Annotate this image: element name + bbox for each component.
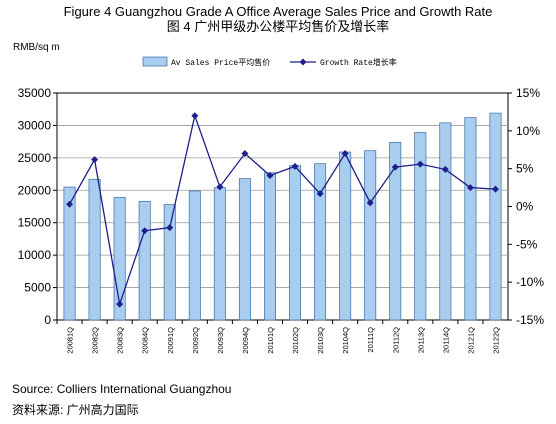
x-tick-label: 20084Q [141, 327, 150, 354]
left-tick-label: 30000 [18, 118, 52, 132]
growth-marker [141, 227, 149, 235]
price-bar [489, 112, 502, 321]
right-tick-label: 5% [516, 162, 534, 176]
price-bar [138, 200, 151, 321]
growth-marker [116, 300, 124, 308]
growth-marker [441, 165, 449, 173]
x-tick-label: 20082Q [91, 327, 100, 354]
x-tick-label: 20111Q [366, 327, 375, 353]
x-tick-label: 20083Q [116, 327, 125, 354]
x-tick-label: 20091Q [166, 327, 175, 354]
growth-marker [491, 185, 499, 193]
x-tick-label: 20104Q [341, 327, 350, 354]
source-cn: 资料来源: 广州高力国际 [12, 403, 139, 417]
left-tick-label: 10000 [18, 248, 52, 262]
growth-marker [366, 199, 374, 207]
legend-bar-swatch [142, 56, 168, 67]
growth-marker [216, 183, 224, 191]
growth-marker [266, 171, 274, 179]
growth-marker [391, 163, 399, 171]
growth-marker [316, 190, 324, 198]
growth-marker [191, 112, 199, 120]
price-bar [263, 172, 276, 321]
price-bar [339, 151, 352, 321]
x-tick-label: 20103Q [316, 327, 325, 354]
left-axis-unit: RMB/sq m [13, 42, 60, 53]
price-bar [414, 132, 427, 321]
left-tick-label: 0 [44, 313, 51, 327]
plot-area [56, 92, 509, 321]
right-tick-label: -15% [516, 313, 544, 327]
growth-marker [241, 150, 249, 158]
chart-title-en: Figure 4 Guangzhou Grade A Office Averag… [63, 4, 493, 19]
x-tick-label: 20102Q [291, 327, 300, 354]
price-bar [439, 122, 452, 321]
price-bar [188, 190, 201, 321]
right-tick-label: 10% [516, 124, 540, 138]
price-bar [163, 204, 176, 321]
left-tick-label: 35000 [18, 86, 52, 100]
growth-marker [166, 224, 174, 232]
x-tick-label: 20121Q [466, 327, 475, 354]
chart-title-cn: 图 4 广州甲级办公楼平均售价及增长率 [166, 19, 390, 34]
left-tick-label: 25000 [18, 151, 52, 165]
price-bar [238, 178, 251, 321]
growth-marker [66, 200, 74, 208]
price-bar [289, 165, 302, 321]
price-bar [113, 197, 126, 321]
left-tick-label: 5000 [24, 281, 51, 295]
left-tick-label: 20000 [18, 183, 52, 197]
x-tick-label: 20114Q [441, 327, 450, 353]
right-tick-label: 15% [516, 86, 540, 100]
growth-marker [291, 162, 299, 170]
x-tick-label: 20081Q [66, 327, 75, 354]
right-tick-label: 0% [516, 200, 534, 214]
left-tick-label: 15000 [18, 216, 52, 230]
price-bar [88, 178, 101, 321]
legend-line-marker [299, 58, 307, 66]
source-en: Source: Colliers International Guangzhou [12, 382, 232, 396]
growth-marker [416, 160, 424, 168]
growth-marker [91, 156, 99, 164]
right-tick-label: -5% [516, 237, 538, 251]
legend-line-label: Growth Rate增长率 [320, 57, 397, 68]
price-bar [389, 141, 402, 321]
x-tick-label: 20094Q [241, 327, 250, 354]
x-tick-label: 20113Q [416, 327, 425, 353]
x-tick-label: 20112Q [391, 327, 400, 353]
price-bar [364, 150, 377, 321]
growth-marker [341, 150, 349, 158]
price-bar [213, 187, 226, 321]
growth-marker [466, 184, 474, 192]
price-bar [63, 186, 76, 321]
price-bar [314, 163, 327, 321]
x-tick-label: 20101Q [266, 327, 275, 354]
x-tick-label: 20122Q [491, 327, 500, 354]
growth-line [68, 113, 496, 305]
x-tick-label: 20092Q [191, 327, 200, 354]
price-bar [464, 117, 477, 321]
right-tick-label: -10% [516, 275, 544, 289]
x-tick-label: 20093Q [216, 327, 225, 354]
legend-bar-label: Av Sales Price平均售价 [171, 57, 270, 68]
